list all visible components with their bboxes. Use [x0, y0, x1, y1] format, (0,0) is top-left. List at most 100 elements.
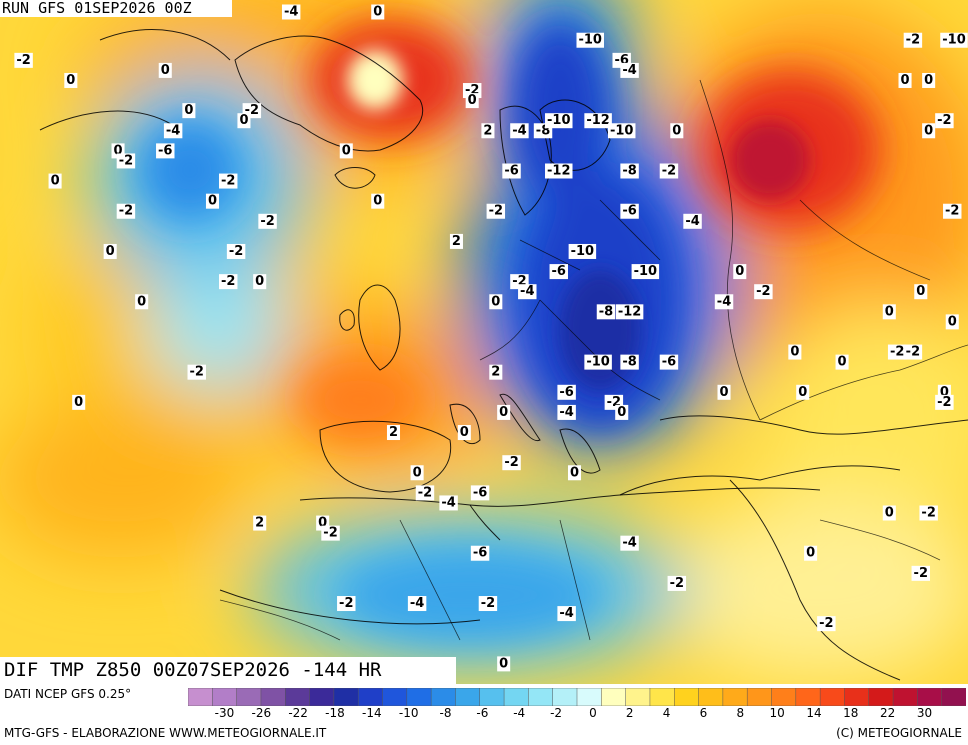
- source-label: DATI NCEP GFS 0.25°: [4, 687, 132, 701]
- isoline-label: -2: [260, 214, 274, 229]
- isoline-label: -10: [571, 244, 595, 259]
- isoline-label-background: [557, 404, 576, 420]
- colorbar-swatch: [479, 688, 505, 706]
- isoline-label-background: [478, 596, 498, 612]
- isoline-label-background: [615, 404, 629, 420]
- isoline-label: 0: [499, 405, 508, 420]
- isoline-label: -2: [16, 53, 30, 68]
- isoline-label: 0: [468, 93, 477, 108]
- colorbar-swatch: [674, 688, 700, 706]
- isoline-label: -2: [914, 566, 928, 581]
- isoline-label-background: [481, 123, 495, 139]
- colorbar-swatch: [941, 688, 966, 706]
- isoline-label: 0: [924, 73, 933, 88]
- isoline-label-background: [887, 344, 907, 360]
- isoline-label-background: [64, 72, 78, 88]
- colorbar-tick-label: -10: [398, 706, 419, 720]
- isoline-label: -2: [229, 244, 243, 259]
- isoline-label-background: [158, 62, 172, 78]
- isoline-label: -2: [670, 576, 684, 591]
- isoline-label: -2: [921, 506, 935, 521]
- isoline-label-background: [882, 304, 896, 320]
- isoline-label: -6: [662, 355, 676, 370]
- colorbar-tick-label: -30: [214, 706, 235, 720]
- isoline-label-background: [607, 123, 636, 139]
- colorbar-tick-label: -26: [251, 706, 272, 720]
- footer-copyright: (C) METEOGIORNALE: [836, 726, 962, 740]
- isoline-label-background: [659, 354, 679, 370]
- isoline-label: 0: [161, 63, 170, 78]
- isoline-label: 0: [570, 465, 579, 480]
- map-labels: -4 0-200-4-60-20 -20-2-2-20-2 00-200 -2000-2…: [14, 4, 968, 672]
- isoline-label-background: [922, 123, 936, 139]
- isoline-label: -4: [559, 405, 573, 420]
- isoline-label-background: [415, 485, 435, 501]
- isoline-label-background: [804, 545, 818, 561]
- isoline-label-background: [717, 384, 731, 400]
- isoline-label-background: [449, 233, 463, 249]
- colorbar-swatch: [746, 688, 773, 706]
- isoline-label: -2: [481, 596, 495, 611]
- isoline-label-background: [568, 243, 597, 259]
- isoline-label-background: [898, 72, 912, 88]
- colorbar-swatch: [333, 688, 359, 706]
- colorbar-swatch: [188, 688, 214, 706]
- colorbar-swatch: [576, 688, 603, 706]
- isoline-label: -2: [323, 526, 337, 541]
- footer-credit: MTG-GFS - ELABORAZIONE WWW.METEOGIORNALE…: [4, 726, 327, 740]
- isoline-label-background: [584, 113, 612, 129]
- isoline-label: -12: [547, 164, 571, 179]
- isoline-label-background: [410, 465, 424, 481]
- isoline-label: -10: [610, 123, 634, 138]
- isoline-label: -4: [441, 495, 455, 510]
- isoline-label-background: [914, 284, 928, 300]
- isoline-label: 0: [838, 355, 847, 370]
- isoline-label-background: [903, 344, 923, 360]
- isoline-label: 0: [239, 113, 248, 128]
- colorbar-swatch: [406, 688, 432, 706]
- colorbar-tick-label: 2: [625, 706, 634, 720]
- isoline-label-background: [545, 113, 573, 129]
- isoline-label-background: [470, 485, 490, 501]
- isoline-label-background: [584, 354, 612, 370]
- isoline-label-background: [940, 32, 968, 48]
- isoline-label-background: [557, 384, 576, 400]
- isoline-label: -2: [819, 616, 833, 631]
- isoline-label: -4: [410, 596, 424, 611]
- isoline-label: 0: [491, 294, 500, 309]
- coastlines: [39, 29, 968, 681]
- colorbar-swatch: [625, 688, 651, 706]
- isoline-label: 0: [114, 143, 123, 158]
- colorbar-tick-label: -14: [362, 706, 382, 720]
- isoline-label-background: [788, 344, 802, 360]
- isoline-label: -8: [622, 355, 636, 370]
- colorbar-tick-label: -22: [288, 706, 308, 720]
- isoline-label-background: [733, 264, 747, 280]
- isoline-label-background: [796, 384, 810, 400]
- isoline-label-background: [489, 364, 503, 380]
- colorbar-swatch: [503, 688, 530, 706]
- isoline-label: 0: [137, 294, 146, 309]
- isoline-label-background: [457, 425, 471, 441]
- isoline-label-background: [922, 72, 936, 88]
- isoline-label: 0: [720, 385, 729, 400]
- isoline-label-background: [339, 143, 353, 159]
- isoline-label: -2: [662, 164, 676, 179]
- isoline-label: -4: [512, 123, 526, 138]
- colorbar-swatch: [285, 688, 311, 706]
- colorbar-swatch: [455, 688, 481, 706]
- colorbar-swatch: [771, 688, 797, 706]
- isoline-label: -10: [586, 355, 610, 370]
- colorbar-swatch: [212, 688, 238, 706]
- isoline-label-background: [439, 495, 458, 511]
- isoline-label-background: [116, 203, 136, 219]
- colorbar-tick-label: 18: [843, 706, 859, 720]
- isoline-label-background: [497, 656, 511, 672]
- isoline-label-background: [557, 606, 576, 622]
- isoline-label-background: [258, 213, 277, 229]
- isoline-label: -10: [578, 33, 602, 48]
- isoline-label: -4: [520, 284, 534, 299]
- isoline-label: -12: [586, 113, 610, 128]
- isoline-label-background: [620, 535, 639, 551]
- isoline-label: -2: [756, 284, 770, 299]
